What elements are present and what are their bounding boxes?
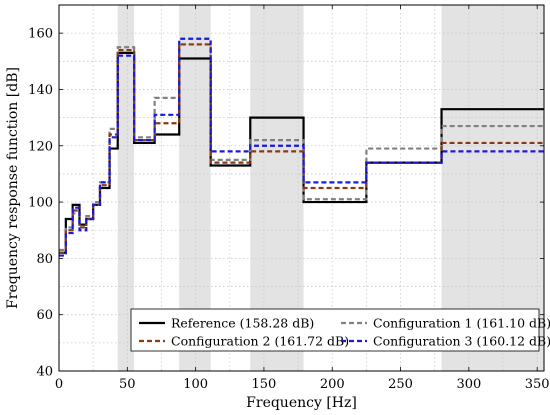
x-tick-label: 50 — [119, 377, 136, 392]
legend-label-2: Configuration 1 (161.10 dB) — [373, 316, 550, 331]
legend-label-4: Configuration 3 (160.12 dB) — [373, 334, 550, 349]
legend: Reference (158.28 dB) Configuration 1 (16… — [130, 308, 550, 352]
x-tick-label: 250 — [388, 377, 413, 392]
y-tick-label: 160 — [28, 27, 53, 42]
shaded-band-1 — [117, 5, 135, 371]
y-tick-label: 140 — [28, 83, 53, 98]
series-lines — [59, 37, 544, 257]
x-axis-title: Frequency [Hz] — [246, 395, 357, 411]
plot-frame — [58, 4, 545, 372]
x-tick-label: 200 — [320, 377, 345, 392]
y-tick-label: 100 — [28, 196, 53, 211]
x-tick-label: 300 — [456, 377, 481, 392]
y-axis-title: Frequency response function [dB] — [5, 67, 21, 309]
legend-label-3: Configuration 2 (161.72 dB) — [171, 334, 349, 349]
y-tick-label: 120 — [28, 139, 53, 154]
x-tick-label: 350 — [525, 377, 550, 392]
x-tick-label: 150 — [252, 377, 277, 392]
x-tick-label: 100 — [183, 377, 208, 392]
series-line-4 — [59, 37, 544, 257]
y-tick-label: 80 — [36, 252, 53, 267]
y-tick-label: 40 — [36, 365, 53, 380]
y-tick-label: 60 — [36, 308, 53, 323]
legend-box — [130, 308, 540, 352]
x-tick-label: 0 — [55, 377, 63, 392]
axis-ticks: 0 50 100 150 200 250 300 350 40 60 80 100 120 140 160 — [28, 5, 550, 392]
legend-label-1: Reference (158.28 dB) — [171, 316, 314, 331]
